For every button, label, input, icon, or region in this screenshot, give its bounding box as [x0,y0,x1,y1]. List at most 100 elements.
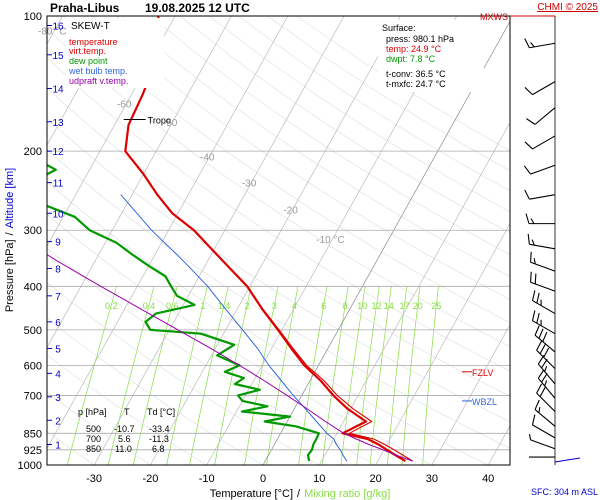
isotherm--50 [47,16,232,349]
pressure-ticks: 100 200 300 400 500 600 700 850 925 1000 [18,11,42,472]
table-header-p: p [hPa] [78,407,107,417]
wind-barb-half [528,434,532,440]
pressure-tick-400: 400 [24,281,42,293]
series-temperature [124,16,406,463]
mixing-ratio-label-0.6: 0.6 [166,301,179,311]
legend-dew-point: dew point [69,56,108,66]
wind-barb-staff [536,392,556,412]
wind-barb-full [536,292,540,304]
isotherm-label--50: -50 [163,118,178,129]
pressure-tick-700: 700 [24,390,42,402]
wind-barb-staff [530,439,556,450]
wind-barb-staff [534,334,556,353]
mixing-ratio-line-20 [401,286,421,465]
isotherm-label--60: -60 [117,100,132,111]
wind-barb-full [523,165,532,175]
altitude-tick-6: 6 [55,318,61,329]
dry-adiabat-30 [47,214,433,465]
wind-barb-full [541,373,548,383]
temperature-tick--30: -30 [86,473,102,485]
isotherm--60 [47,16,176,247]
pressure-tick-925: 925 [24,445,42,457]
altitude-tick-9: 9 [55,238,61,249]
wind-barb-staff [537,377,556,399]
wind-barb-full [524,141,533,150]
wind-barb-staff [532,300,556,315]
temperature-tick-0: 0 [260,473,266,485]
table-row-500-td: -33.4 [149,424,170,434]
x-axis-label-sep: / [297,488,301,500]
altitude-tick-8: 8 [55,264,61,275]
surface-tmxfc: t-mxfc: 24.7 °C [386,79,446,89]
isotherm-label--30: -30 [242,179,257,190]
dry-adiabat-60 [47,117,510,423]
pressure-tick-100: 100 [24,11,42,23]
x-axis-label: Temperature [°C] / Mixing ratio [g/kg] [210,488,391,500]
legend-updraft: udpraft v.temp. [69,76,128,86]
altitude-tick-13: 13 [52,118,64,129]
table-row-700-td: -11.3 [149,434,169,444]
wind-barb-full [534,399,540,410]
mixing-ratio-label-20: 20 [413,301,423,311]
altitude-tick-14: 14 [52,84,64,95]
isotherm--30 [93,16,345,465]
temperature-tick-20: 20 [369,473,381,485]
mixing-ratio-labels: 0.2 0.4 0.6 1 1.4 2 3 4 6 8 10 12 14 17 20 25 [105,301,441,311]
wind-barb-full [531,414,536,425]
profile-series [47,16,413,463]
mixing-ratio-label-0.2: 0.2 [105,301,118,311]
wind-barb-full [536,312,540,324]
mixing-ratio-label-0.4: 0.4 [143,301,156,311]
mixing-ratio-label-1: 1 [200,301,205,311]
temperature-tick--20: -20 [142,473,158,485]
mixing-ratio-label-12: 12 [372,301,382,311]
mixing-ratio-label-3: 3 [272,301,277,311]
pressure-tick-300: 300 [24,225,42,237]
wind-barb-full [524,189,530,200]
temperature-tick-30: 30 [426,473,438,485]
temperature-tick-40: 40 [482,473,494,485]
wind-barb-staff [532,135,556,150]
wind-barb-full [536,340,543,351]
wind-barb-20 [524,38,556,49]
wind-barb-17 [524,135,556,150]
mixing-ratio-label-10: 10 [357,301,367,311]
wind-barb-staff [532,424,556,439]
altitude-tick-10: 10 [52,209,64,220]
wind-barb-staff [534,409,556,427]
isotherm-30 [431,324,510,465]
tropopause-marker: Tropo [123,115,171,125]
isotherm-label--80: -80 °C [38,27,66,38]
wind-barb-staff [529,42,556,49]
temperature-ticks: -30 -20 -10 0 10 20 30 40 [86,473,494,485]
wind-barb-1 [528,434,556,450]
altitude-tick-15: 15 [52,51,64,62]
wind-barb-half [530,218,535,224]
altitude-tick-5: 5 [55,344,61,355]
copyright-text[interactable]: CHMI © 2025 [537,2,598,13]
dry-adiabat-120 [121,16,510,278]
wind-barb-full [543,347,550,358]
dry-adiabat-110 [92,16,510,300]
level-table: p [hPa] T Td [°C] 500 -10.7 -33.4 700 5.… [78,407,175,454]
x-axis-label-temp: Temperature [°C] [210,488,293,500]
series-dew-point [47,163,320,462]
y-axis-label-press: Pressure [hPa] [4,239,16,312]
dry-adiabat-150 [208,16,510,213]
mixing-ratio-label-25: 25 [431,301,441,311]
mixing-ratio-label-14: 14 [384,301,394,311]
wind-barb-full [537,369,545,379]
fzlv-marker: FZLV [462,368,493,378]
wind-barb-full [524,38,530,49]
isotherm-10 [318,121,510,465]
mixing-ratio-line-1 [166,286,208,465]
wind-barb-half [544,380,548,387]
table-row-700-p: 700 [86,434,101,444]
wind-barb-staff [530,164,556,175]
mixing-ratio-line-4 [266,286,299,465]
table-row-700-t: 5.6 [118,434,131,444]
wind-barb-7 [536,340,556,370]
mixing-ratio-label-6: 6 [321,301,326,311]
